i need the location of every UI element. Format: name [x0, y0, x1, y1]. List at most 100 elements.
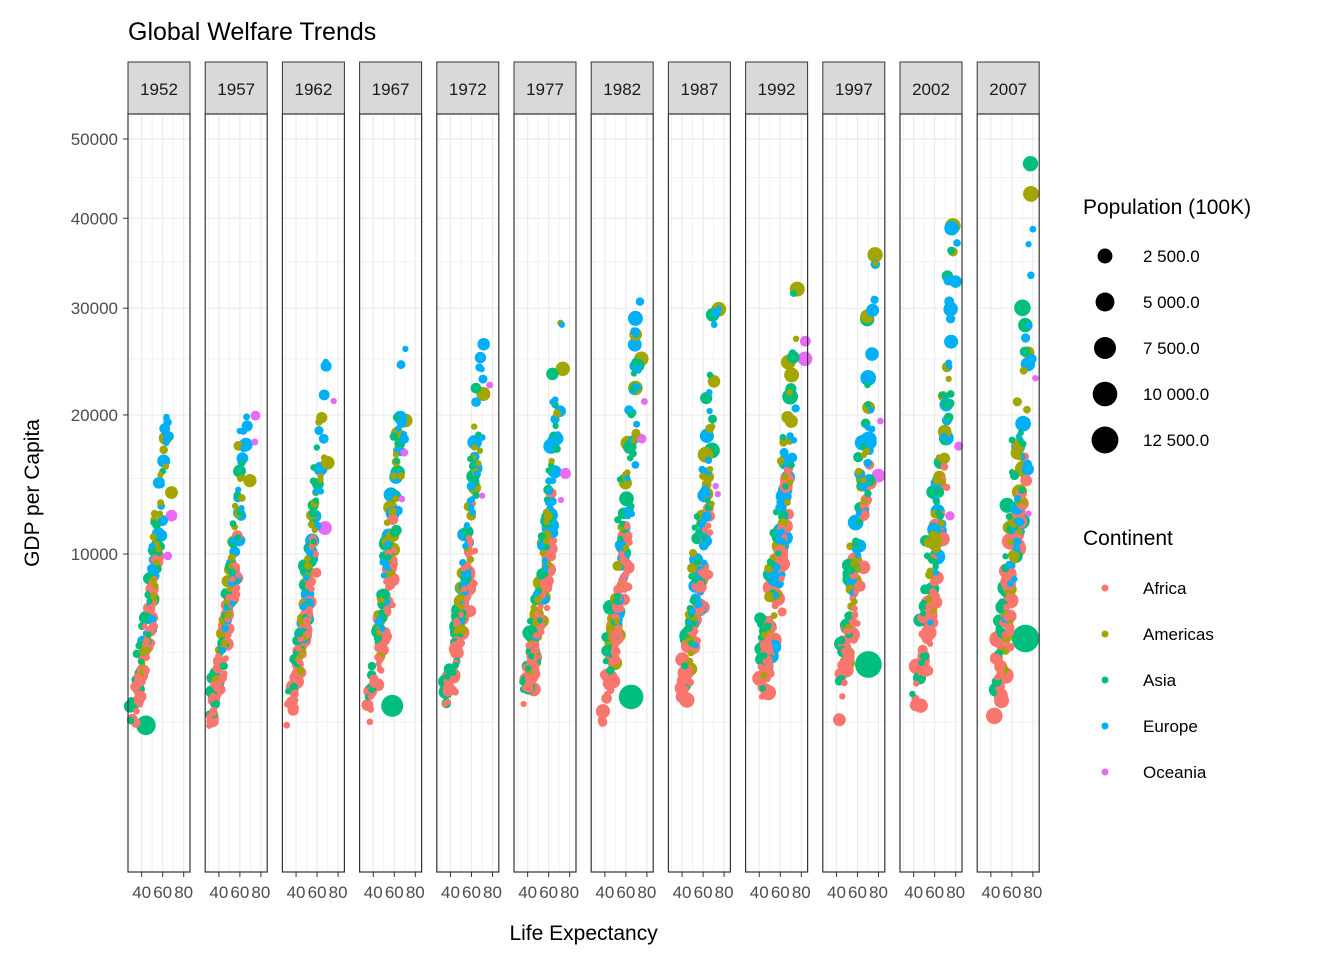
- data-point-americas: [781, 473, 789, 481]
- data-point-africa: [533, 610, 541, 618]
- data-point-americas: [304, 555, 312, 563]
- data-point-europe: [463, 522, 471, 529]
- data-point-europe: [870, 295, 879, 304]
- data-point-europe: [379, 625, 386, 632]
- data-point-europe: [558, 321, 566, 328]
- facet-strip: [745, 61, 809, 115]
- data-point-africa: [1001, 631, 1009, 639]
- data-point-africa: [303, 616, 310, 623]
- data-point-asia: [706, 371, 714, 379]
- facet-strip-label: 1987: [680, 80, 718, 99]
- data-point-asia: [602, 658, 609, 665]
- data-point-asia: [630, 385, 637, 392]
- data-point-africa: [706, 529, 714, 537]
- data-point-africa: [444, 698, 452, 706]
- data-point-europe: [776, 496, 788, 508]
- x-tick-label: 80: [869, 883, 888, 902]
- legend-size-label: 10 000.0: [1143, 385, 1209, 404]
- data-point-americas: [1015, 453, 1023, 461]
- data-point-africa: [851, 605, 858, 612]
- facet-strip-label: 1982: [603, 80, 641, 99]
- data-point-africa: [149, 586, 156, 594]
- data-point-africa: [845, 628, 852, 635]
- data-point-americas: [925, 596, 933, 603]
- facet-panel-1957: 1957 40 60 80: [204, 61, 270, 902]
- data-point-asia: [449, 668, 457, 677]
- legend-color-key-americas: [1101, 630, 1109, 638]
- data-point-americas: [149, 592, 157, 599]
- data-point-oceania: [479, 492, 486, 499]
- data-point-asia: [923, 552, 931, 560]
- data-point-europe: [689, 607, 696, 615]
- data-point-asia: [932, 563, 939, 571]
- data-point-africa: [455, 639, 463, 647]
- data-point-americas: [769, 553, 777, 561]
- data-point-asia: [309, 477, 318, 485]
- data-point-asia: [631, 357, 641, 367]
- data-point-europe: [478, 366, 485, 373]
- data-point-europe: [945, 314, 956, 324]
- facet-strip: [513, 61, 577, 115]
- data-point-asia: [990, 689, 998, 697]
- data-point-africa: [940, 462, 949, 471]
- data-point-europe: [471, 397, 482, 408]
- data-point-europe: [318, 433, 329, 444]
- data-point-asia: [628, 503, 635, 510]
- data-point-europe: [384, 540, 391, 548]
- legend-color-key-asia: [1101, 676, 1109, 684]
- data-point-europe: [699, 518, 707, 526]
- data-point-asia: [947, 246, 956, 255]
- data-point-oceania: [165, 509, 178, 522]
- data-point-europe: [229, 600, 236, 607]
- data-point-europe: [532, 590, 540, 598]
- data-point-africa: [287, 706, 295, 713]
- data-point-africa: [532, 632, 540, 639]
- data-point-europe: [394, 425, 402, 432]
- data-point-americas: [631, 428, 641, 438]
- data-point-asia: [1017, 429, 1024, 436]
- data-point-oceania: [251, 438, 259, 446]
- data-point-europe: [396, 360, 406, 370]
- data-point-americas: [458, 603, 465, 610]
- data-point-europe: [1025, 322, 1033, 329]
- data-point-africa: [620, 575, 627, 582]
- facet-strip-label: 1957: [217, 80, 255, 99]
- data-point-americas: [708, 423, 716, 430]
- data-point-africa: [469, 579, 478, 588]
- legend-color-key-oceania: [1101, 768, 1109, 776]
- data-point-asia: [389, 528, 399, 538]
- panel-background: [822, 114, 885, 872]
- data-point-africa: [217, 678, 224, 686]
- data-point-asia: [545, 467, 552, 474]
- data-point-asia: [289, 682, 298, 691]
- data-point-africa: [1005, 593, 1013, 600]
- data-point-asia: [536, 568, 549, 581]
- data-point-asia: [310, 538, 317, 545]
- data-point-europe: [791, 404, 800, 413]
- panel-border: [359, 113, 423, 873]
- data-point-asia: [630, 370, 638, 377]
- data-point-africa: [859, 514, 867, 522]
- data-point-americas: [1007, 538, 1014, 546]
- legend-size-key: [1092, 381, 1118, 407]
- data-point-europe: [715, 305, 723, 312]
- data-point-africa: [465, 534, 473, 542]
- data-point-europe: [469, 508, 477, 516]
- data-point-africa: [1004, 641, 1012, 649]
- data-point-americas: [149, 576, 157, 584]
- data-point-europe: [235, 486, 242, 493]
- data-point-asia: [759, 685, 766, 692]
- data-point-americas: [548, 457, 555, 465]
- data-point-americas: [388, 507, 397, 516]
- data-point-asia: [919, 610, 927, 617]
- data-point-americas: [297, 618, 305, 625]
- data-point-africa: [225, 631, 232, 639]
- data-point-asia: [940, 438, 947, 445]
- legend-color-label: Asia: [1143, 671, 1177, 690]
- data-point-europe: [779, 447, 789, 457]
- data-point-americas: [153, 559, 160, 566]
- facet-strip: [667, 61, 731, 115]
- data-point-asia: [688, 640, 695, 647]
- facet-strip-label: 1952: [140, 80, 178, 99]
- data-point-asia: [373, 633, 383, 643]
